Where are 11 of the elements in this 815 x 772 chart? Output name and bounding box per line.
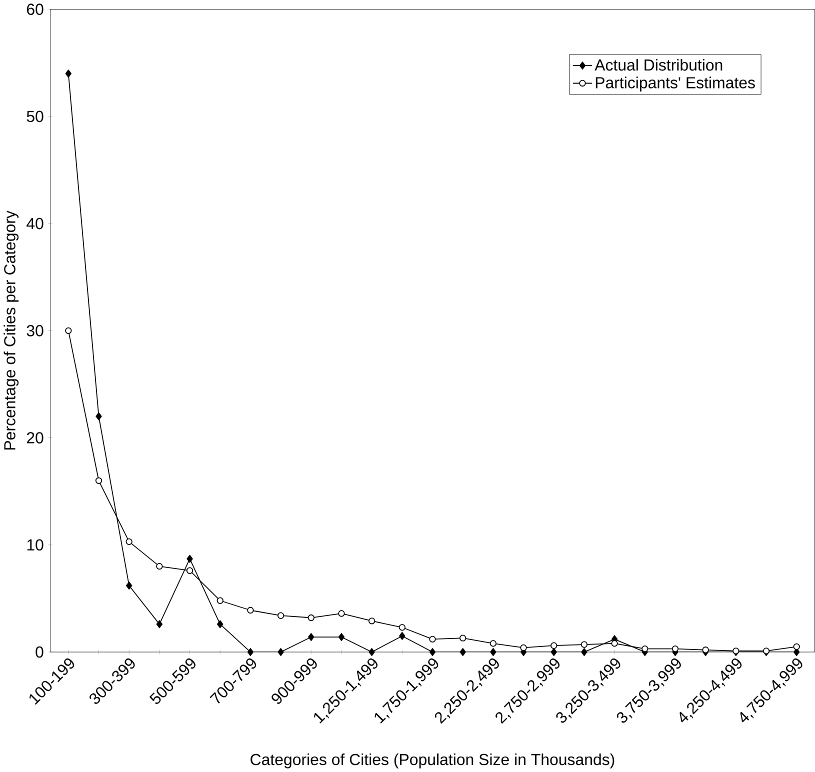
y-tick-label: 50 (26, 110, 44, 122)
y-tick-label: 60 (26, 4, 44, 15)
legend-label: Actual Distribution (594, 58, 722, 71)
y-tick-label: 0 (36, 646, 44, 658)
y-tick-label: 10 (27, 539, 44, 551)
y-tick-label: 30 (26, 325, 44, 336)
x-axis-title: Categories of Cities (Population Size in Thousands) (250, 753, 614, 768)
y-tick-label: 20 (26, 432, 44, 444)
y-axis-title: Percentage of Cities per Category (4, 210, 19, 450)
y-tick-label: 40 (26, 218, 44, 230)
legend-label: Participants' Estimates (596, 76, 755, 92)
